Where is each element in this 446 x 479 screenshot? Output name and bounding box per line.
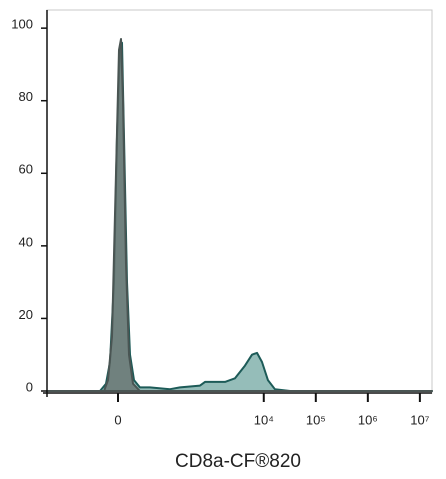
y-tick-label: 40 [19, 234, 33, 249]
y-tick-label: 60 [19, 162, 33, 177]
histogram-area [46, 38, 433, 392]
x-tick-label: 10⁴ [254, 412, 274, 427]
x-axis-title: CD8a-CF®820 [175, 451, 301, 472]
y-tick-label: 0 [26, 379, 33, 394]
y-tick-label: 80 [19, 89, 33, 104]
y-tick-label: 100 [11, 17, 33, 32]
plot-frame [46, 9, 433, 394]
x-tick-label: 10⁷ [410, 412, 429, 427]
x-tick-label: 10⁶ [358, 412, 378, 427]
x-tick-label: 0 [114, 412, 121, 427]
histogram-area [46, 41, 433, 392]
x-tick-label: 10⁵ [306, 412, 326, 427]
y-tick-label: 20 [19, 307, 33, 322]
